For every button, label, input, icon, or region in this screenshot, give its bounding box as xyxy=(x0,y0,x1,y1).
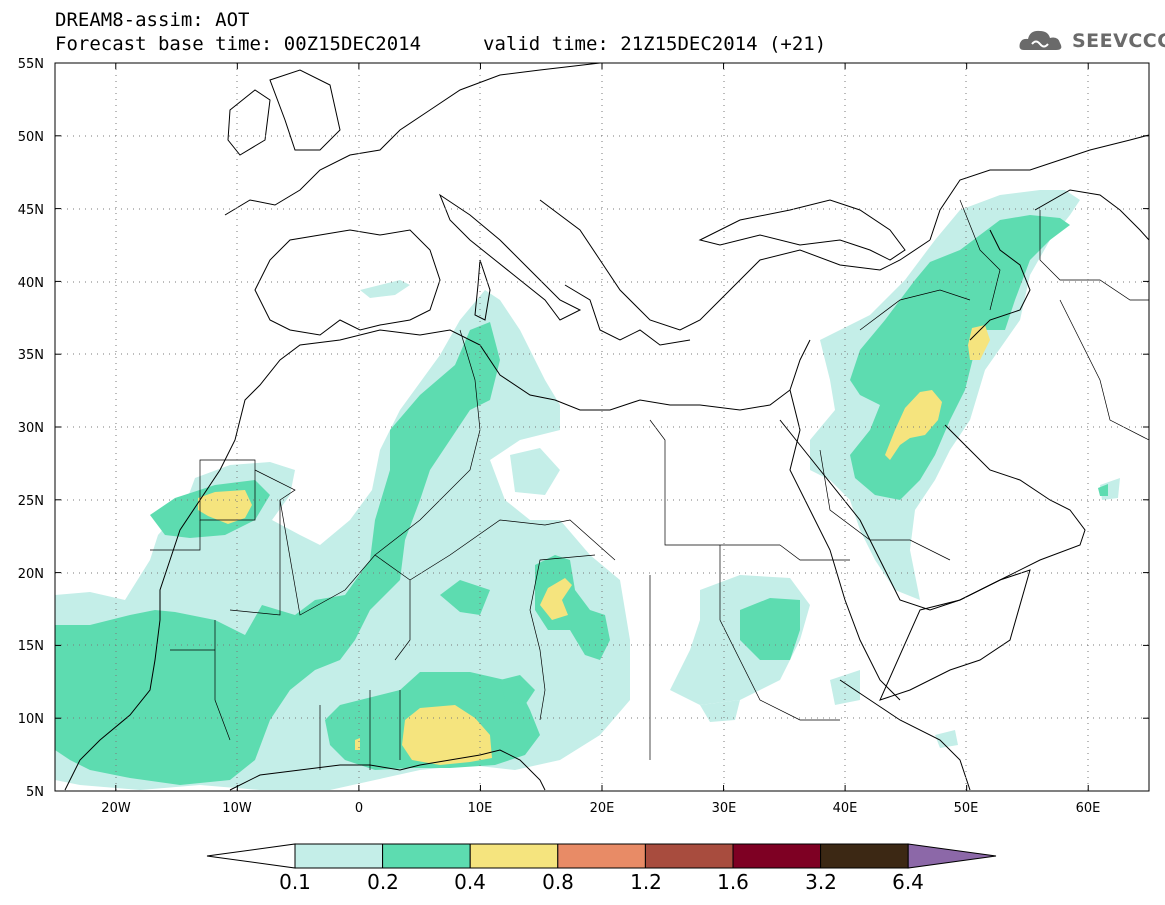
cloud-icon xyxy=(1019,30,1062,50)
lat-tick-label: 45N xyxy=(18,203,44,218)
colorbar-level-label: 0.2 xyxy=(367,870,399,894)
colorbar-box xyxy=(469,843,559,869)
colorbar-box xyxy=(644,843,734,869)
grid-lines xyxy=(55,63,1149,791)
colorbar-level-label: 0.4 xyxy=(454,870,486,894)
lon-tick-label: 30E xyxy=(712,801,737,816)
colorbar-labels: 0.1 0.2 0.4 0.8 1.2 1.6 3.2 6.4 xyxy=(279,870,924,894)
seevccc-logo xyxy=(1018,26,1158,56)
colorbar-level-label: 3.2 xyxy=(805,870,837,894)
lat-tick-label: 25N xyxy=(18,494,44,509)
lat-tick-label: 55N xyxy=(18,57,44,72)
lon-tick-label: 20W xyxy=(101,801,131,816)
lat-tick-label: 20N xyxy=(18,567,44,582)
colorbar-level-label: 0.8 xyxy=(542,870,574,894)
colorbar-level-label: 1.2 xyxy=(630,870,662,894)
valid-time: valid time: 21Z15DEC2014 (+21) xyxy=(483,33,827,55)
colorbar-over-triangle xyxy=(907,843,997,869)
lat-tick-label: 30N xyxy=(18,421,44,436)
colorbar-level-label: 0.1 xyxy=(279,870,311,894)
colorbar-boxes xyxy=(206,843,997,869)
lat-tick-label: 50N xyxy=(18,130,44,145)
lon-tick-label: 50E xyxy=(954,801,979,816)
aot-level-0.4 xyxy=(198,325,990,765)
lat-tick-label: 35N xyxy=(18,348,44,363)
lat-tick-label: 15N xyxy=(18,639,44,654)
colorbar-box xyxy=(294,843,384,869)
colorbar-box xyxy=(557,843,646,869)
lat-tick-label: 10N xyxy=(18,712,44,727)
lon-tick-label: 0 xyxy=(355,801,363,816)
colorbar-box xyxy=(382,843,471,869)
logo-text: SEEVCCC xyxy=(1072,30,1165,52)
forecast-base-time: Forecast base time: 00Z15DEC2014 xyxy=(55,33,422,55)
latitude-labels: 5N 10N 15N 20N 25N 30N 35N 40N 45N 50N 5… xyxy=(18,57,44,800)
map-title: DREAM8-assim: AOT xyxy=(55,9,250,31)
lat-tick-label: 40N xyxy=(18,276,44,291)
longitude-labels: 20W 10W 0 10E 20E 30E 40E 50E 60E xyxy=(101,801,1100,816)
colorbar-level-label: 1.6 xyxy=(717,870,749,894)
lon-tick-label: 10E xyxy=(468,801,493,816)
lon-tick-label: 20E xyxy=(590,801,615,816)
colorbar-under-triangle xyxy=(206,843,296,869)
lon-tick-label: 10W xyxy=(222,801,252,816)
colorbar-box xyxy=(732,843,822,869)
lon-tick-label: 60E xyxy=(1076,801,1101,816)
axis-ticks xyxy=(55,62,1149,792)
lat-tick-label: 5N xyxy=(26,785,44,800)
colorbar-box xyxy=(820,843,909,869)
lon-tick-label: 40E xyxy=(833,801,858,816)
coastlines xyxy=(64,63,1149,791)
colorbar-level-label: 6.4 xyxy=(892,870,924,894)
